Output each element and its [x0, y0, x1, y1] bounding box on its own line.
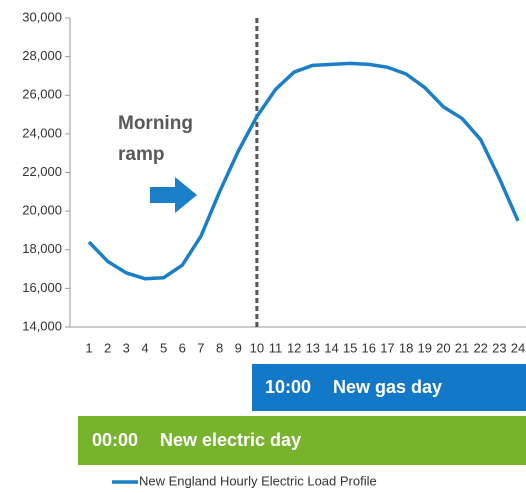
x-tick-label: 6	[179, 340, 186, 355]
x-tick-label: 7	[197, 340, 204, 355]
y-tick-label: 20,000	[22, 203, 62, 218]
electric-day-label: New electric day	[160, 430, 301, 450]
x-tick-label: 12	[287, 340, 301, 355]
x-tick-label: 5	[160, 340, 167, 355]
x-tick-label: 22	[473, 340, 487, 355]
annotation: ramp	[118, 144, 164, 165]
gas-day-time: 10:00	[265, 377, 311, 397]
series-line	[87, 61, 520, 281]
x-tick-label: 1	[85, 340, 92, 355]
gas-day-label: New gas day	[333, 377, 442, 397]
x-tick-label: 20	[436, 340, 450, 355]
x-tick-label: 16	[362, 340, 376, 355]
x-tick-label: 24	[511, 340, 525, 355]
x-tick-label: 18	[399, 340, 413, 355]
y-tick-label: 14,000	[22, 318, 62, 333]
gas-day-band	[252, 364, 526, 411]
electric-day-band	[78, 416, 526, 465]
x-tick-label: 4	[141, 340, 148, 355]
x-tick-label: 14	[324, 340, 338, 355]
y-tick-label: 30,000	[22, 9, 62, 24]
electric-day-time: 00:00	[92, 430, 138, 450]
x-tick-label: 3	[123, 340, 130, 355]
x-tick-label: 23	[492, 340, 506, 355]
legend-label: New England Hourly Electric Load Profile	[139, 473, 377, 488]
y-tick-label: 18,000	[22, 241, 62, 256]
x-tick-label: 11	[269, 340, 283, 355]
x-tick-label: 8	[216, 340, 223, 355]
y-tick-label: 24,000	[22, 125, 62, 140]
x-tick-label: 21	[455, 340, 469, 355]
x-tick-label: 9	[235, 340, 242, 355]
x-tick-label: 10	[250, 340, 264, 355]
x-tick-label: 19	[418, 340, 432, 355]
ramp-arrow	[150, 177, 197, 213]
y-tick-label: 16,000	[22, 280, 62, 295]
y-tick-label: 26,000	[22, 87, 62, 102]
y-tick-label: 22,000	[22, 164, 62, 179]
x-tick-label: 15	[343, 340, 357, 355]
x-tick-label: 2	[104, 340, 111, 355]
y-tick-label: 28,000	[22, 48, 62, 63]
x-tick-label: 13	[306, 340, 320, 355]
x-tick-label: 17	[380, 340, 394, 355]
annotation: Morning	[118, 113, 193, 134]
